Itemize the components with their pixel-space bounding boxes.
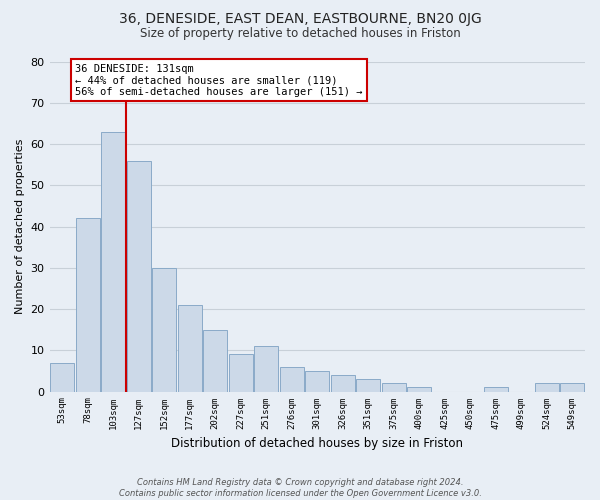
Bar (535, 384, 559, 392)
Y-axis label: Number of detached properties: Number of detached properties (15, 139, 25, 314)
Bar (407, 388, 431, 392)
Bar (560, 384, 584, 392)
Text: Size of property relative to detached houses in Friston: Size of property relative to detached ho… (140, 28, 460, 40)
Bar (127, 160, 151, 392)
Bar (203, 330, 227, 392)
X-axis label: Distribution of detached houses by size in Friston: Distribution of detached houses by size … (171, 437, 463, 450)
Text: 36, DENESIDE, EAST DEAN, EASTBOURNE, BN20 0JG: 36, DENESIDE, EAST DEAN, EASTBOURNE, BN2… (119, 12, 481, 26)
Bar (484, 388, 508, 392)
Bar (331, 375, 355, 392)
Text: 36 DENESIDE: 131sqm
← 44% of detached houses are smaller (119)
56% of semi-detac: 36 DENESIDE: 131sqm ← 44% of detached ho… (75, 64, 362, 97)
Text: Contains HM Land Registry data © Crown copyright and database right 2024.
Contai: Contains HM Land Registry data © Crown c… (119, 478, 481, 498)
Bar (101, 132, 125, 392)
Bar (254, 346, 278, 392)
Bar (229, 354, 253, 392)
Bar (178, 305, 202, 392)
Bar (76, 218, 100, 392)
Bar (382, 384, 406, 392)
Bar (280, 367, 304, 392)
Bar (305, 371, 329, 392)
Bar (356, 379, 380, 392)
Bar (50, 362, 74, 392)
Bar (152, 268, 176, 392)
